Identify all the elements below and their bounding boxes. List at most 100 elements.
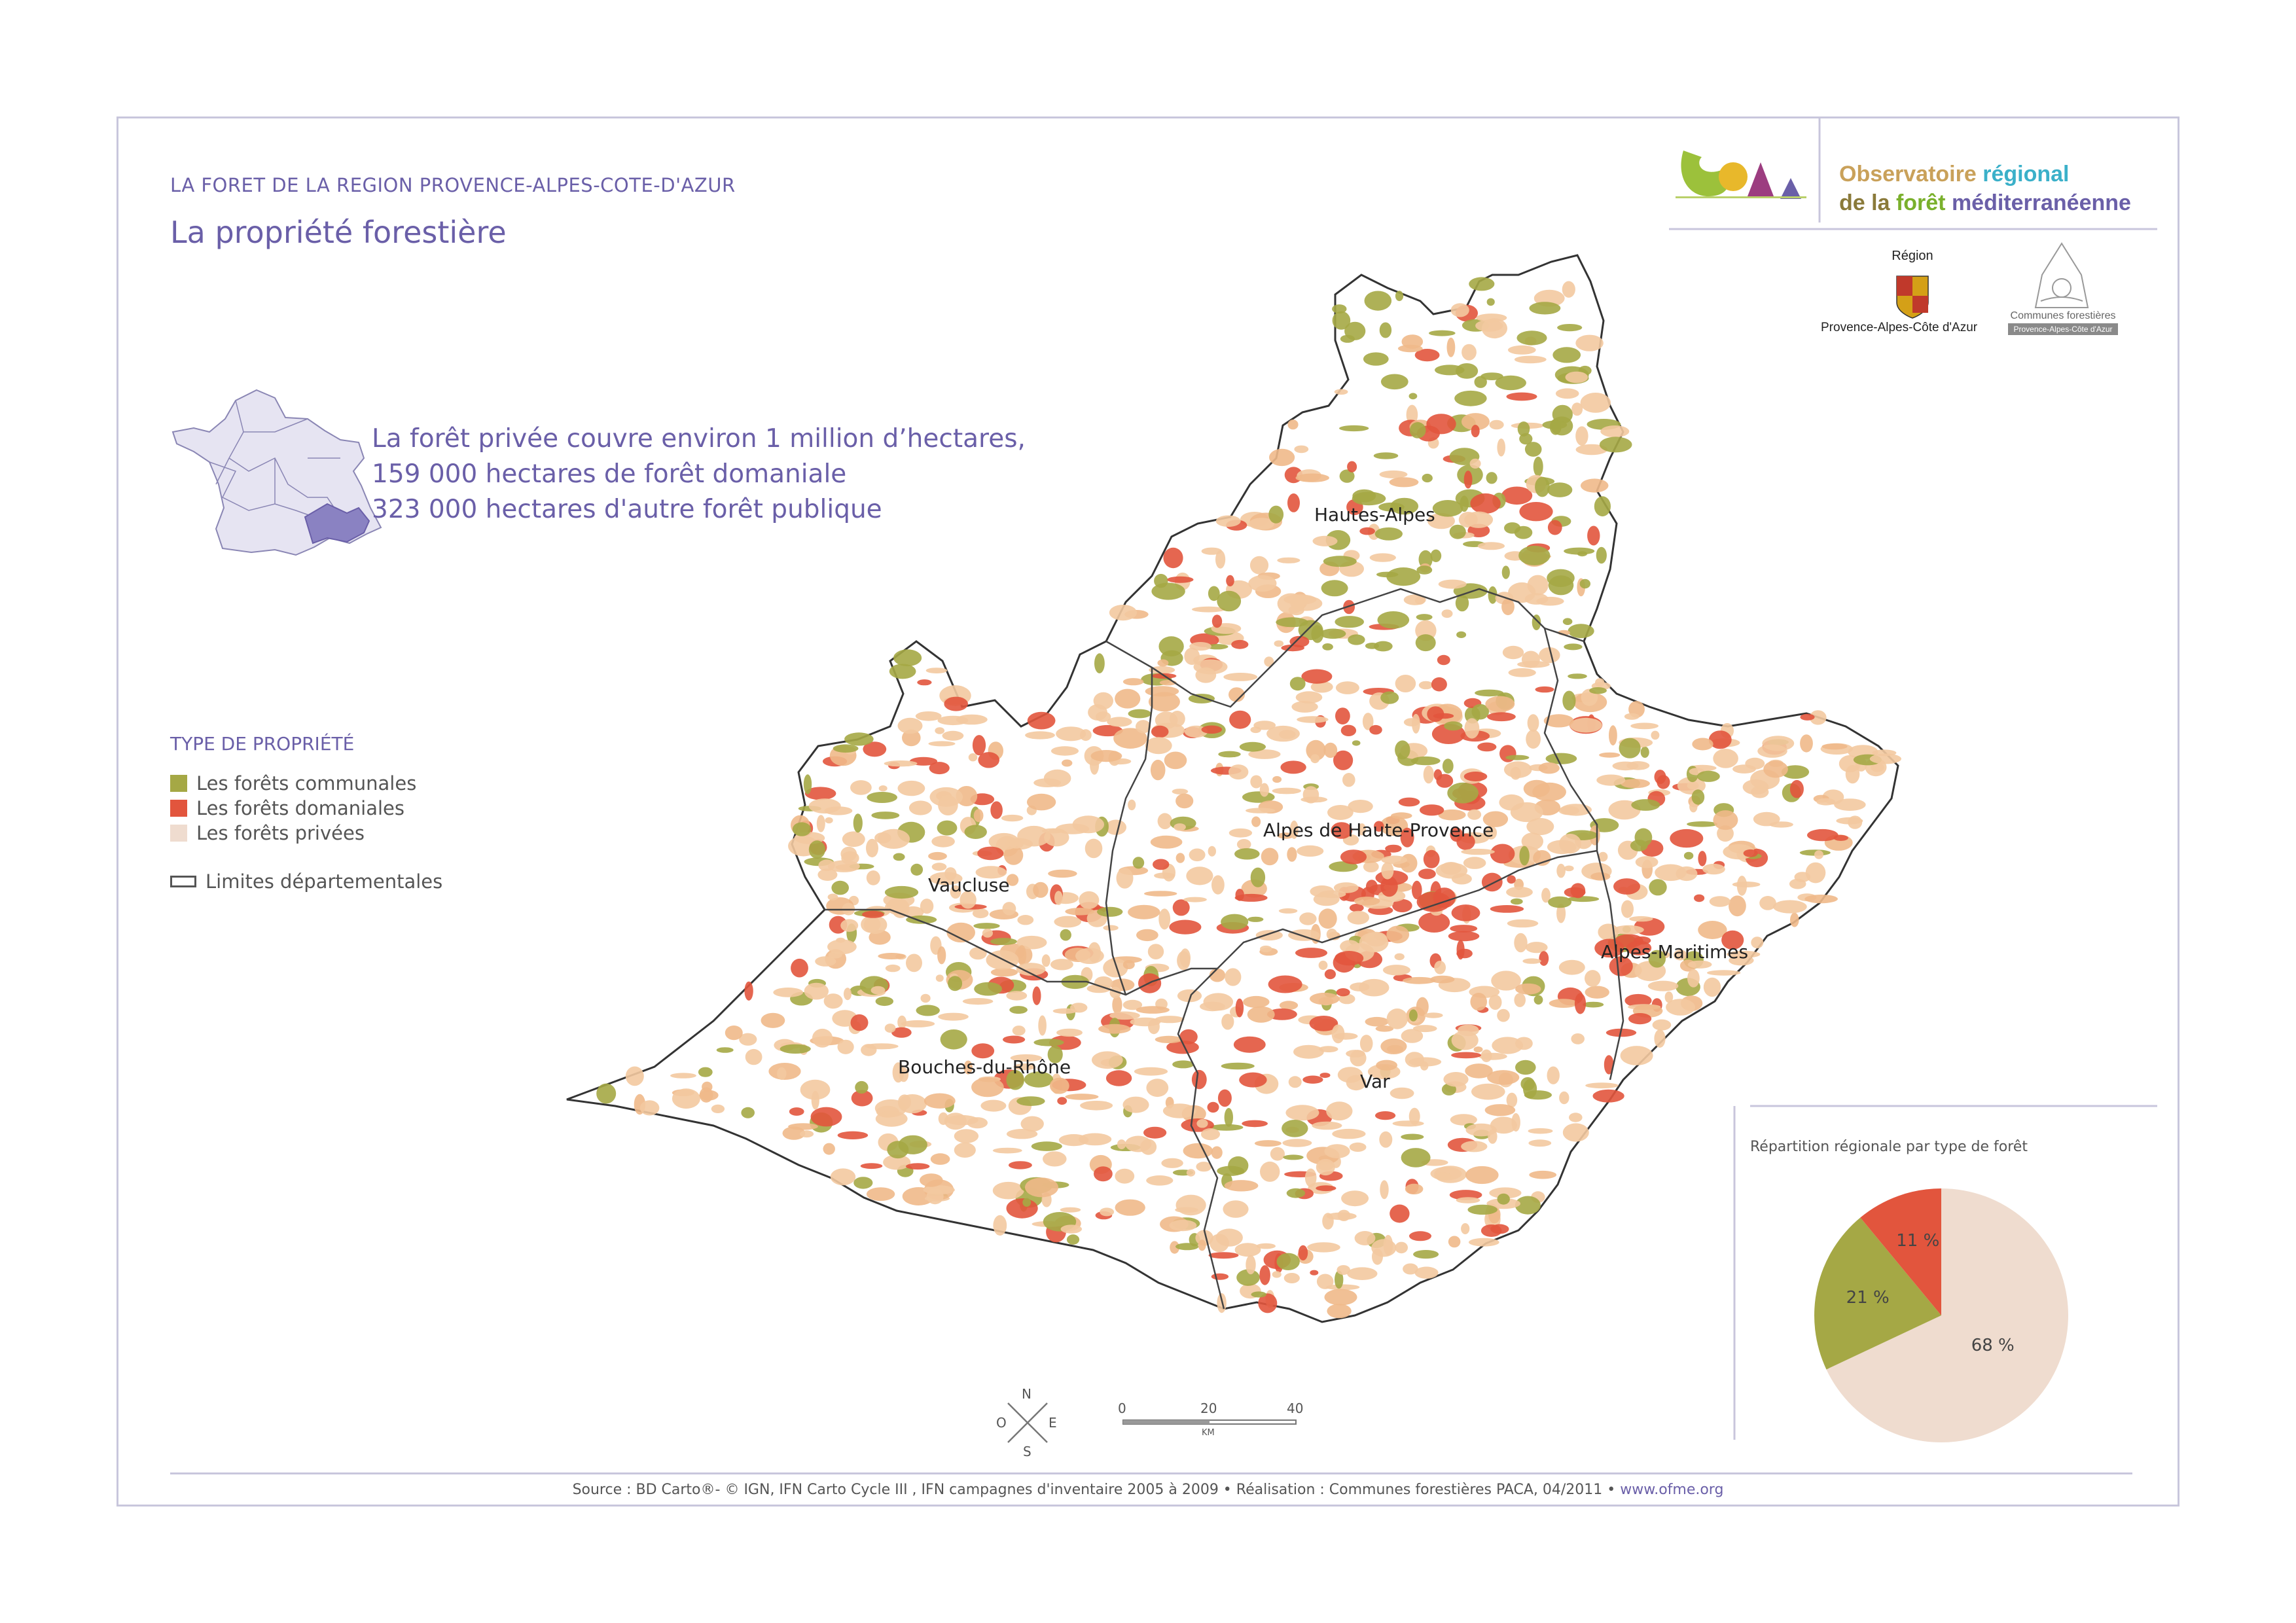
forest-patch — [1236, 1269, 1260, 1286]
forest-patch — [1613, 878, 1640, 895]
forest-patch — [1467, 1204, 1498, 1215]
forest-patch — [1469, 277, 1495, 291]
forest-patch — [1461, 848, 1495, 855]
forest-patch — [1409, 422, 1426, 438]
forest-patch — [1691, 789, 1705, 805]
france-inset-map — [171, 389, 382, 556]
forest-patch — [875, 1111, 908, 1127]
forest-patch — [1179, 1029, 1198, 1044]
forest-patch — [1340, 334, 1355, 343]
forest-patch — [920, 899, 934, 914]
forest-patch — [1403, 594, 1426, 605]
forest-patch — [1268, 975, 1302, 993]
forest-patch — [1438, 809, 1466, 821]
forest-patch — [1224, 1180, 1259, 1192]
legend-label-communales: Les forêts communales — [196, 772, 417, 794]
forest-patch — [1146, 1175, 1174, 1186]
forest-patch — [1336, 1265, 1350, 1275]
forest-patch — [1277, 557, 1300, 563]
forest-patch — [1418, 912, 1450, 933]
forest-patch — [975, 866, 1007, 879]
forest-patch — [1359, 1035, 1373, 1052]
forest-patch — [1151, 725, 1169, 738]
forest-patch — [1386, 1008, 1408, 1029]
forest-patch — [1192, 606, 1225, 613]
forest-patch — [1172, 1060, 1194, 1069]
forest-patch — [1485, 696, 1515, 713]
forest-patch — [773, 988, 804, 997]
source-url-link[interactable]: www.ofme.org — [1620, 1482, 1724, 1498]
forest-patch — [788, 1123, 818, 1130]
forest-patch — [1006, 1069, 1024, 1090]
forest-patch — [1177, 951, 1191, 971]
forest-patch — [1145, 737, 1172, 755]
forest-patch — [1455, 594, 1469, 612]
forest-patch — [1562, 1123, 1589, 1142]
forest-patch — [1235, 889, 1244, 901]
pie-slice-1 — [1814, 1217, 1941, 1370]
forest-patch — [1560, 804, 1592, 816]
forest-patch — [741, 1107, 755, 1118]
forest-patch — [1352, 491, 1386, 506]
forest-patch — [1289, 635, 1310, 648]
forest-patch — [1438, 579, 1467, 589]
forest-patch — [1163, 547, 1183, 569]
forest-patch — [1524, 1090, 1552, 1100]
forest-patch — [1144, 891, 1177, 897]
forest-patch — [1304, 1168, 1317, 1187]
forest-patch — [948, 976, 963, 991]
forest-patch — [931, 863, 947, 871]
forest-patch — [1282, 1139, 1312, 1147]
forest-patch — [1816, 798, 1836, 806]
forest-patch — [1624, 993, 1652, 1007]
forest-patch — [1418, 868, 1436, 880]
forest-patch — [1316, 1274, 1334, 1289]
forest-patch — [1326, 1212, 1357, 1221]
forest-patch — [1211, 615, 1223, 628]
forest-patch — [1539, 647, 1560, 664]
forest-patch — [1542, 420, 1568, 429]
forest-patch — [1100, 1207, 1115, 1217]
forest-patch — [1122, 999, 1143, 1010]
forest-patch — [1174, 823, 1186, 831]
forest-patch — [1487, 712, 1516, 722]
forest-patch — [1379, 1131, 1393, 1148]
forest-patch — [1381, 862, 1394, 880]
compass-rose[interactable] — [1007, 1402, 1048, 1443]
forest-patch — [1094, 1166, 1113, 1182]
source-text: Source : BD Carto®- © IGN, IFN Carto Cyc… — [572, 1482, 1621, 1498]
forest-patch — [1456, 631, 1467, 639]
compass-o: O — [996, 1415, 1007, 1431]
forest-patch — [1514, 993, 1526, 1007]
forest-patch — [1094, 653, 1105, 673]
forest-patch — [1347, 910, 1369, 925]
forest-patch — [1260, 1161, 1280, 1182]
map-frame — [117, 116, 2179, 1507]
forest-patch — [960, 891, 977, 909]
forest-patch — [1408, 393, 1418, 400]
forest-patch — [825, 817, 833, 824]
forest-patch — [925, 668, 948, 673]
forest-patch — [1335, 951, 1364, 966]
forest-patch — [867, 792, 897, 803]
forest-patch — [1527, 714, 1539, 732]
forest-patch — [1545, 753, 1577, 764]
forest-patch — [1324, 969, 1336, 980]
forest-patch — [929, 787, 963, 807]
forest-patch — [1442, 758, 1454, 774]
forest-patch — [1115, 688, 1141, 709]
forest-patch — [1729, 895, 1746, 917]
forest-patch — [1564, 865, 1574, 872]
forest-patch — [855, 1080, 869, 1094]
forest-patch — [1772, 900, 1807, 914]
forest-patch — [1502, 645, 1524, 660]
forest-patch — [1183, 897, 1207, 902]
forest-patch — [1395, 1241, 1408, 1254]
forest-patch — [1568, 673, 1587, 679]
forest-patch — [1056, 1028, 1083, 1037]
forest-patch — [1217, 1089, 1232, 1107]
forest-patch — [1519, 502, 1553, 522]
forest-patch — [1374, 527, 1403, 541]
forest-patch — [1253, 721, 1276, 730]
region-logo-label: Région — [1892, 249, 1933, 263]
